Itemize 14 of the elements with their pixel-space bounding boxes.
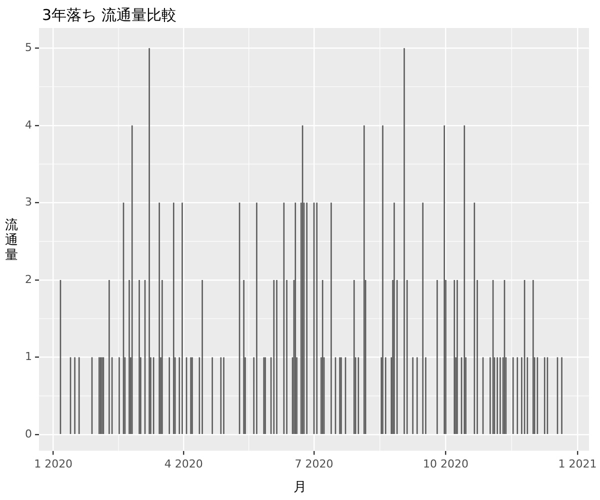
x-tick-label: 7 2020	[294, 457, 334, 470]
y-tick-label: 4	[25, 118, 32, 132]
chart-title: 3年落ち 流通量比較	[42, 6, 176, 25]
y-tick-label: 0	[25, 427, 32, 440]
y-tick-label: 2	[25, 272, 32, 286]
x-tick-label: 4 2020	[164, 457, 203, 470]
x-axis-title: 月	[292, 479, 308, 496]
y-tick-label: 5	[25, 40, 32, 54]
x-tick-label: 1 2020	[34, 457, 73, 470]
y-tick-label: 3	[25, 196, 32, 209]
y-tick-label: 1	[25, 350, 32, 364]
y-axis-title: 流通量	[5, 218, 19, 263]
x-tick-label: 10 2020	[423, 457, 469, 470]
x-tick-label: 1 2021	[558, 457, 597, 470]
